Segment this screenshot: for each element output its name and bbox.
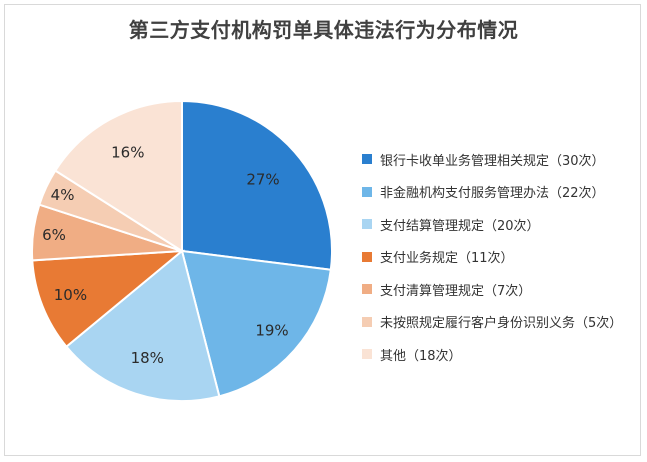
legend-swatch [362,284,372,295]
legend-label: 银行卡收单业务管理相关规定（30次） [380,153,605,169]
legend-swatch [362,154,372,165]
legend-label: 支付业务规定（11次） [380,251,514,267]
legend-label: 未按照规定履行客户身份识别义务（5次） [380,316,623,332]
legend-swatch [362,219,372,230]
legend-label: 支付结算管理规定（20次） [380,218,540,234]
slice-label-2: 18% [131,349,164,367]
legend: 银行卡收单业务管理相关规定（30次） 非金融机构支付服务管理办法（22次） 支付结算… [362,143,622,371]
chart-title: 第三方支付机构罚单具体违法行为分布情况 [128,18,519,42]
slice-label-5: 4% [51,186,75,204]
legend-item-0: 银行卡收单业务管理相关规定（30次） [362,143,622,176]
legend-item-3: 支付业务规定（11次） [362,241,622,274]
pie-slice-0 [181,99,333,271]
legend-item-5: 未按照规定履行客户身份识别义务（5次） [362,306,622,339]
legend-item-4: 支付清算管理规定（7次） [362,273,622,306]
legend-item-1: 非金融机构支付服务管理办法（22次） [362,176,622,209]
slice-label-4: 6% [42,226,66,244]
legend-swatch [362,349,372,360]
legend-item-2: 支付结算管理规定（20次） [362,208,622,241]
pie-slice-3 [31,249,186,349]
pie-slice-6 [53,99,183,253]
slice-label-0: 27% [246,171,279,189]
pie-slice-1 [180,249,332,398]
legend-label: 其他（18次） [380,348,462,364]
legend-swatch [362,251,372,262]
slice-label-1: 19% [255,321,288,339]
legend-item-6: 其他（18次） [362,338,622,371]
legend-swatch [362,186,372,197]
slice-label-3: 10% [54,286,87,304]
slice-label-6: 16% [111,143,144,161]
legend-label: 非金融机构支付服务管理办法（22次） [380,186,605,202]
legend-label: 支付清算管理规定（7次） [380,283,532,299]
pie-slice-2 [65,249,221,402]
legend-swatch [362,316,372,327]
